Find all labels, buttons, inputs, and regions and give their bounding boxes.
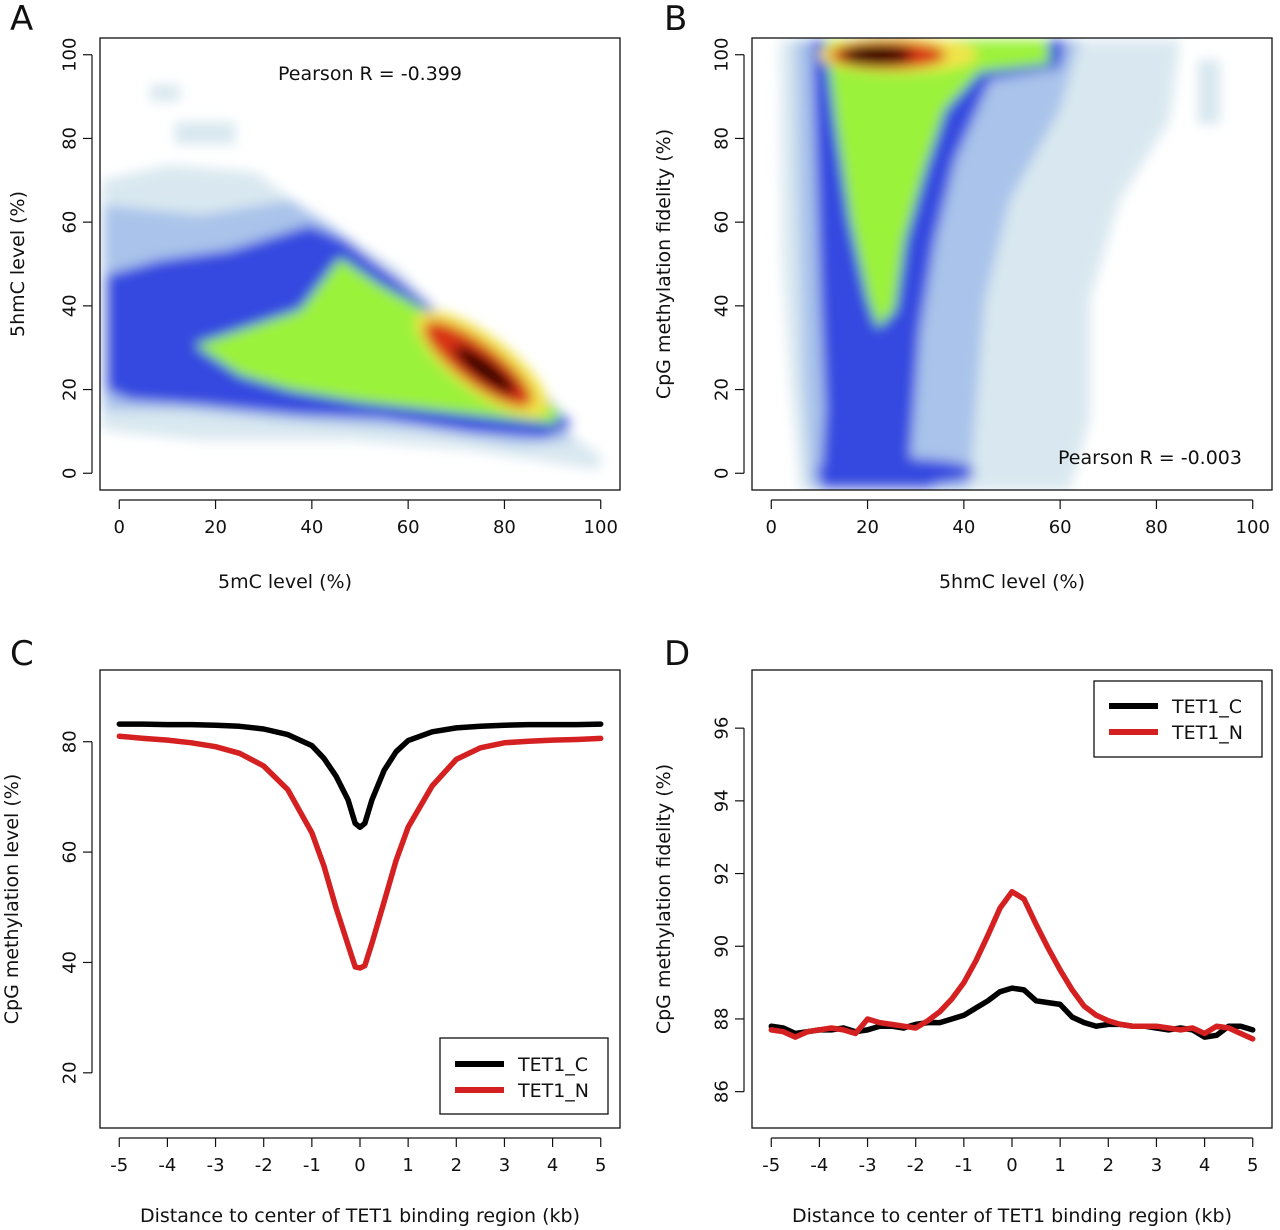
y-tick-label: 100	[60, 38, 81, 72]
y-tick-label: 20	[60, 1061, 81, 1084]
panel-label-d: D	[664, 634, 690, 674]
y-tick-label: 96	[712, 717, 733, 740]
legend-label-tet1-n: TET1_N	[1171, 722, 1243, 744]
legend-d: TET1_C TET1_N	[1093, 680, 1263, 758]
y-tick-label: 80	[60, 127, 81, 150]
y-tick-label: 60	[60, 841, 81, 864]
panel-label-b: B	[664, 0, 687, 39]
x-axis-label-a: 5mC level (%)	[218, 571, 352, 593]
y-tick-label: 40	[712, 294, 733, 317]
density-cloud	[1198, 60, 1220, 124]
series-line-tet1-c	[116, 721, 604, 831]
x-tick-label: 0	[766, 517, 777, 538]
x-tick-label: -5	[762, 1155, 780, 1176]
legend-c: TET1_C TET1_N	[439, 1037, 609, 1115]
y-tick-label: 20	[712, 378, 733, 401]
panel-label-c: C	[10, 634, 34, 674]
y-tick-label: 0	[60, 468, 81, 479]
x-tick-label: -2	[255, 1155, 273, 1176]
x-axis-label-b: 5hmC level (%)	[939, 571, 1085, 593]
plot-frame-d	[751, 669, 1273, 1129]
x-tick-label: 0	[1006, 1155, 1017, 1176]
x-tick-label: 1	[402, 1155, 413, 1176]
x-tick-label: 0	[354, 1155, 365, 1176]
panel-c: -5 -4 -3 -2 -1 0 1 2 3 4 5 20 40 60 80 TET1_C TET1_N D…	[1, 669, 621, 1227]
y-tick-label: 80	[60, 730, 81, 753]
y-axis-label-d: CpG methylation fidelity (%)	[653, 764, 675, 1034]
x-tick-label: 60	[397, 517, 420, 538]
legend-label-tet1-c: TET1_C	[517, 1054, 588, 1076]
plot-frame-b	[751, 37, 1273, 491]
x-tick-label: 60	[1049, 517, 1072, 538]
panel-d: -5 -4 -3 -2 -1 0 1 2 3 4 5 86 88 90 92 94 96 TET1_C TET1…	[653, 669, 1273, 1227]
y-axis-label-a: 5hmC level (%)	[7, 191, 29, 337]
x-tick-label: 100	[1236, 517, 1270, 538]
x-tick-label: 5	[595, 1155, 606, 1176]
x-axis-label-d: Distance to center of TET1 binding regio…	[792, 1205, 1232, 1227]
x-tick-label: -4	[158, 1155, 176, 1176]
y-tick-label: 92	[712, 862, 733, 885]
x-tick-label: -1	[955, 1155, 973, 1176]
plot-frame-a	[99, 37, 621, 491]
density-cloud	[175, 122, 235, 144]
x-tick-label: 5	[1247, 1155, 1258, 1176]
x-tick-label: 2	[1103, 1155, 1114, 1176]
y-tick-label: 80	[712, 127, 733, 150]
x-tick-label: 1	[1054, 1155, 1065, 1176]
y-tick-label: 90	[712, 935, 733, 958]
density-map-b	[780, 38, 1220, 490]
x-tick-label: 3	[1151, 1155, 1162, 1176]
y-tick-label: 94	[712, 789, 733, 812]
density-peak	[454, 345, 516, 395]
x-tick-label: 80	[493, 517, 516, 538]
density-bottom-band	[815, 458, 975, 486]
x-tick-label: 0	[114, 517, 125, 538]
y-tick-label: 100	[712, 38, 733, 72]
x-tick-label: 4	[1199, 1155, 1210, 1176]
pearson-annotation-b: Pearson R = -0.003	[1058, 447, 1242, 469]
density-green	[825, 40, 1050, 328]
x-tick-label: 2	[451, 1155, 462, 1176]
x-tick-label: -1	[303, 1155, 321, 1176]
panel-a: Pearson R = -0.399 0 20 40 60 80 100 0 20 40 60 80…	[7, 37, 621, 593]
legend-label-tet1-n: TET1_N	[517, 1080, 589, 1102]
x-tick-label: 4	[547, 1155, 558, 1176]
panel-b: Pearson R = -0.003 0 20 40 60 80 100 0 20 40 60 80…	[653, 37, 1273, 593]
legend-label-tet1-c: TET1_C	[1171, 696, 1242, 718]
x-tick-label: -3	[859, 1155, 877, 1176]
density-peak	[841, 45, 913, 65]
density-cloud	[150, 85, 180, 101]
x-tick-label: 3	[499, 1155, 510, 1176]
y-tick-label: 20	[60, 378, 81, 401]
x-tick-label: -5	[110, 1155, 128, 1176]
y-axis-label-c: CpG methylation level (%)	[1, 774, 23, 1024]
x-axis-label-c: Distance to center of TET1 binding regio…	[140, 1205, 580, 1227]
x-tick-label: 20	[204, 517, 227, 538]
x-tick-label: -3	[207, 1155, 225, 1176]
y-tick-label: 0	[712, 468, 733, 479]
y-tick-label: 40	[60, 951, 81, 974]
x-tick-label: 40	[952, 517, 975, 538]
y-tick-label: 60	[60, 211, 81, 234]
series-line-tet1-n	[116, 733, 604, 971]
y-axis-label-b: CpG methylation fidelity (%)	[653, 129, 675, 399]
x-tick-label: 80	[1145, 517, 1168, 538]
x-tick-label: -2	[907, 1155, 925, 1176]
series-line-tet1-n	[768, 888, 1256, 1042]
y-tick-label: 60	[712, 211, 733, 234]
panel-label-a: A	[10, 0, 33, 39]
x-tick-label: 20	[856, 517, 879, 538]
y-tick-label: 88	[712, 1007, 733, 1030]
plot-frame-c	[99, 669, 621, 1129]
y-tick-label: 40	[60, 294, 81, 317]
pearson-annotation-a: Pearson R = -0.399	[278, 63, 462, 85]
y-tick-label: 86	[712, 1080, 733, 1103]
density-map-a	[102, 85, 600, 470]
x-tick-label: 100	[584, 517, 618, 538]
x-tick-label: 40	[300, 517, 323, 538]
x-tick-label: -4	[810, 1155, 828, 1176]
